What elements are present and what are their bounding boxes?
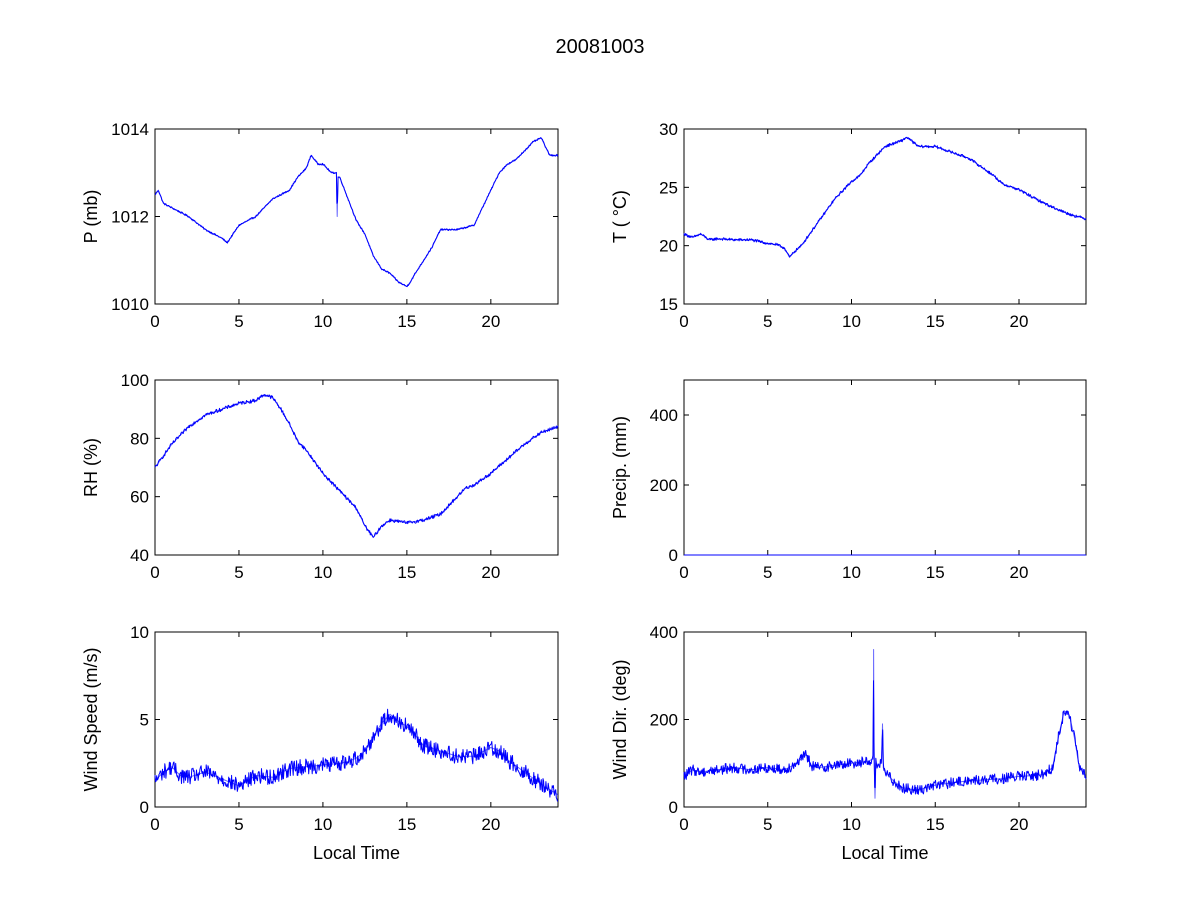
plot-frame <box>154 128 559 305</box>
subplot-2: 0 5 10 15 20 15 20 25 30 T ( °C) <box>610 120 1087 331</box>
y-tick-label: 1010 <box>111 295 149 314</box>
y-tick-label: 1014 <box>111 120 149 139</box>
plot-frame <box>683 631 1087 808</box>
x-tick-label: 15 <box>926 815 945 834</box>
y-axis-label: Wind Dir. (deg) <box>610 659 630 779</box>
series-outline <box>154 713 559 796</box>
series-outline <box>683 649 1087 799</box>
x-tick-label: 20 <box>1010 312 1029 331</box>
y-tick-label: 30 <box>659 120 678 139</box>
y-tick-label: 200 <box>650 476 678 495</box>
y-tick-label: 60 <box>130 488 149 507</box>
y-tick-label: 25 <box>659 178 678 197</box>
x-tick-label: 0 <box>679 815 688 834</box>
subplot-1: 0 5 10 15 20 1010 1012 1014 P (mb) <box>81 120 559 331</box>
x-tick-label: 20 <box>481 563 500 582</box>
x-tick-label: 20 <box>1010 815 1029 834</box>
series-line <box>683 680 1087 795</box>
y-tick-label: 15 <box>659 295 678 314</box>
x-tick-label: 15 <box>926 312 945 331</box>
x-tick-label: 0 <box>679 563 688 582</box>
figure-title: 20081003 <box>556 36 645 58</box>
x-tick-label: 20 <box>481 312 500 331</box>
x-tick-label: 0 <box>150 312 159 331</box>
series-outline <box>154 394 559 538</box>
plot-frame <box>683 379 1087 556</box>
plot-frame <box>154 631 559 808</box>
y-tick-label: 400 <box>650 623 678 642</box>
x-tick-label: 15 <box>397 312 416 331</box>
y-axis-label: P (mb) <box>81 190 101 244</box>
x-tick-label: 5 <box>234 312 243 331</box>
x-tick-label: 10 <box>313 312 332 331</box>
x-tick-label: 15 <box>926 563 945 582</box>
y-tick-label: 40 <box>130 546 149 565</box>
x-tick-label: 20 <box>1010 563 1029 582</box>
x-tick-label: 5 <box>234 815 243 834</box>
y-tick-label: 0 <box>140 798 149 817</box>
x-axis-label: Local Time <box>313 843 400 863</box>
y-tick-label: 0 <box>669 546 678 565</box>
x-tick-label: 5 <box>763 312 772 331</box>
y-axis-label: RH (%) <box>81 438 101 497</box>
x-tick-label: 5 <box>234 563 243 582</box>
series-line <box>154 708 559 802</box>
x-tick-label: 5 <box>763 563 772 582</box>
x-tick-label: 10 <box>313 815 332 834</box>
y-tick-label: 5 <box>140 711 149 730</box>
x-tick-label: 0 <box>150 563 159 582</box>
y-axis-label: T ( °C) <box>610 190 630 243</box>
y-tick-label: 10 <box>130 623 149 642</box>
x-tick-label: 10 <box>842 815 861 834</box>
x-tick-label: 5 <box>763 815 772 834</box>
y-tick-label: 1012 <box>111 208 149 227</box>
y-tick-label: 80 <box>130 429 149 448</box>
y-tick-label: 200 <box>650 711 678 730</box>
x-tick-label: 0 <box>679 312 688 331</box>
subplot-5: 0 5 10 15 20 0 5 10 Wind Speed (m/s) Local Time <box>81 623 559 863</box>
x-tick-label: 15 <box>397 563 416 582</box>
series-line <box>154 394 559 538</box>
y-tick-label: 0 <box>669 798 678 817</box>
y-axis-label: Precip. (mm) <box>610 416 630 519</box>
series-outline <box>683 136 1087 258</box>
x-tick-label: 0 <box>150 815 159 834</box>
plot-frame <box>683 128 1087 305</box>
x-tick-label: 15 <box>397 815 416 834</box>
x-tick-label: 10 <box>313 563 332 582</box>
subplot-3: 0 5 10 15 20 40 60 80 100 RH (%) <box>81 371 559 582</box>
series-outline <box>154 137 558 287</box>
x-tick-label: 10 <box>842 563 861 582</box>
y-tick-label: 100 <box>121 371 149 390</box>
x-axis-label: Local Time <box>841 843 928 863</box>
x-tick-label: 10 <box>842 312 861 331</box>
x-tick-label: 20 <box>481 815 500 834</box>
y-tick-label: 400 <box>650 406 678 425</box>
y-tick-label: 20 <box>659 237 678 256</box>
y-axis-label: Wind Speed (m/s) <box>81 647 101 791</box>
